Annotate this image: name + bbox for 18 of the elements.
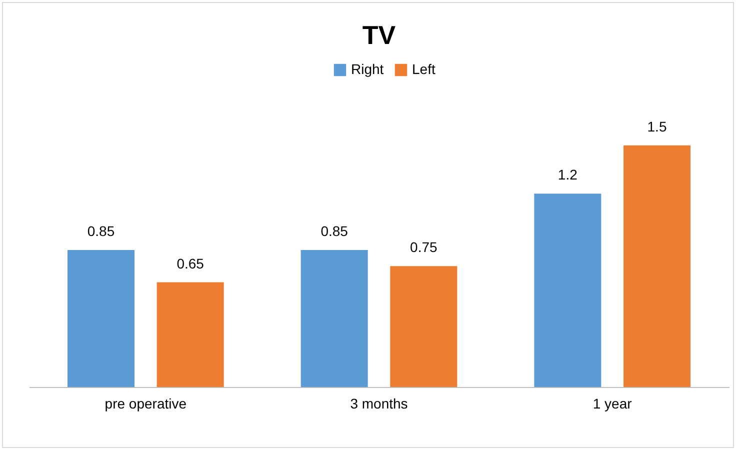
bar [300, 250, 368, 387]
data-label: 0.65 [176, 255, 204, 272]
chart-title: TV [362, 20, 396, 50]
bar [624, 145, 690, 387]
x-tick-label: 1 year [592, 396, 632, 412]
bar [156, 282, 224, 387]
bar [390, 266, 458, 387]
data-label: 0.85 [320, 223, 348, 240]
x-tick-label: pre operative [104, 396, 187, 412]
data-label: 1.2 [558, 166, 578, 183]
legend-label: Left [412, 61, 436, 77]
bar [534, 194, 602, 387]
data-label: 0.75 [410, 239, 438, 256]
data-label: 0.85 [87, 223, 115, 240]
legend-label: Right [351, 61, 384, 77]
bar [68, 250, 134, 387]
x-tick-label: 3 months [350, 396, 408, 412]
data-label: 1.5 [647, 118, 667, 134]
